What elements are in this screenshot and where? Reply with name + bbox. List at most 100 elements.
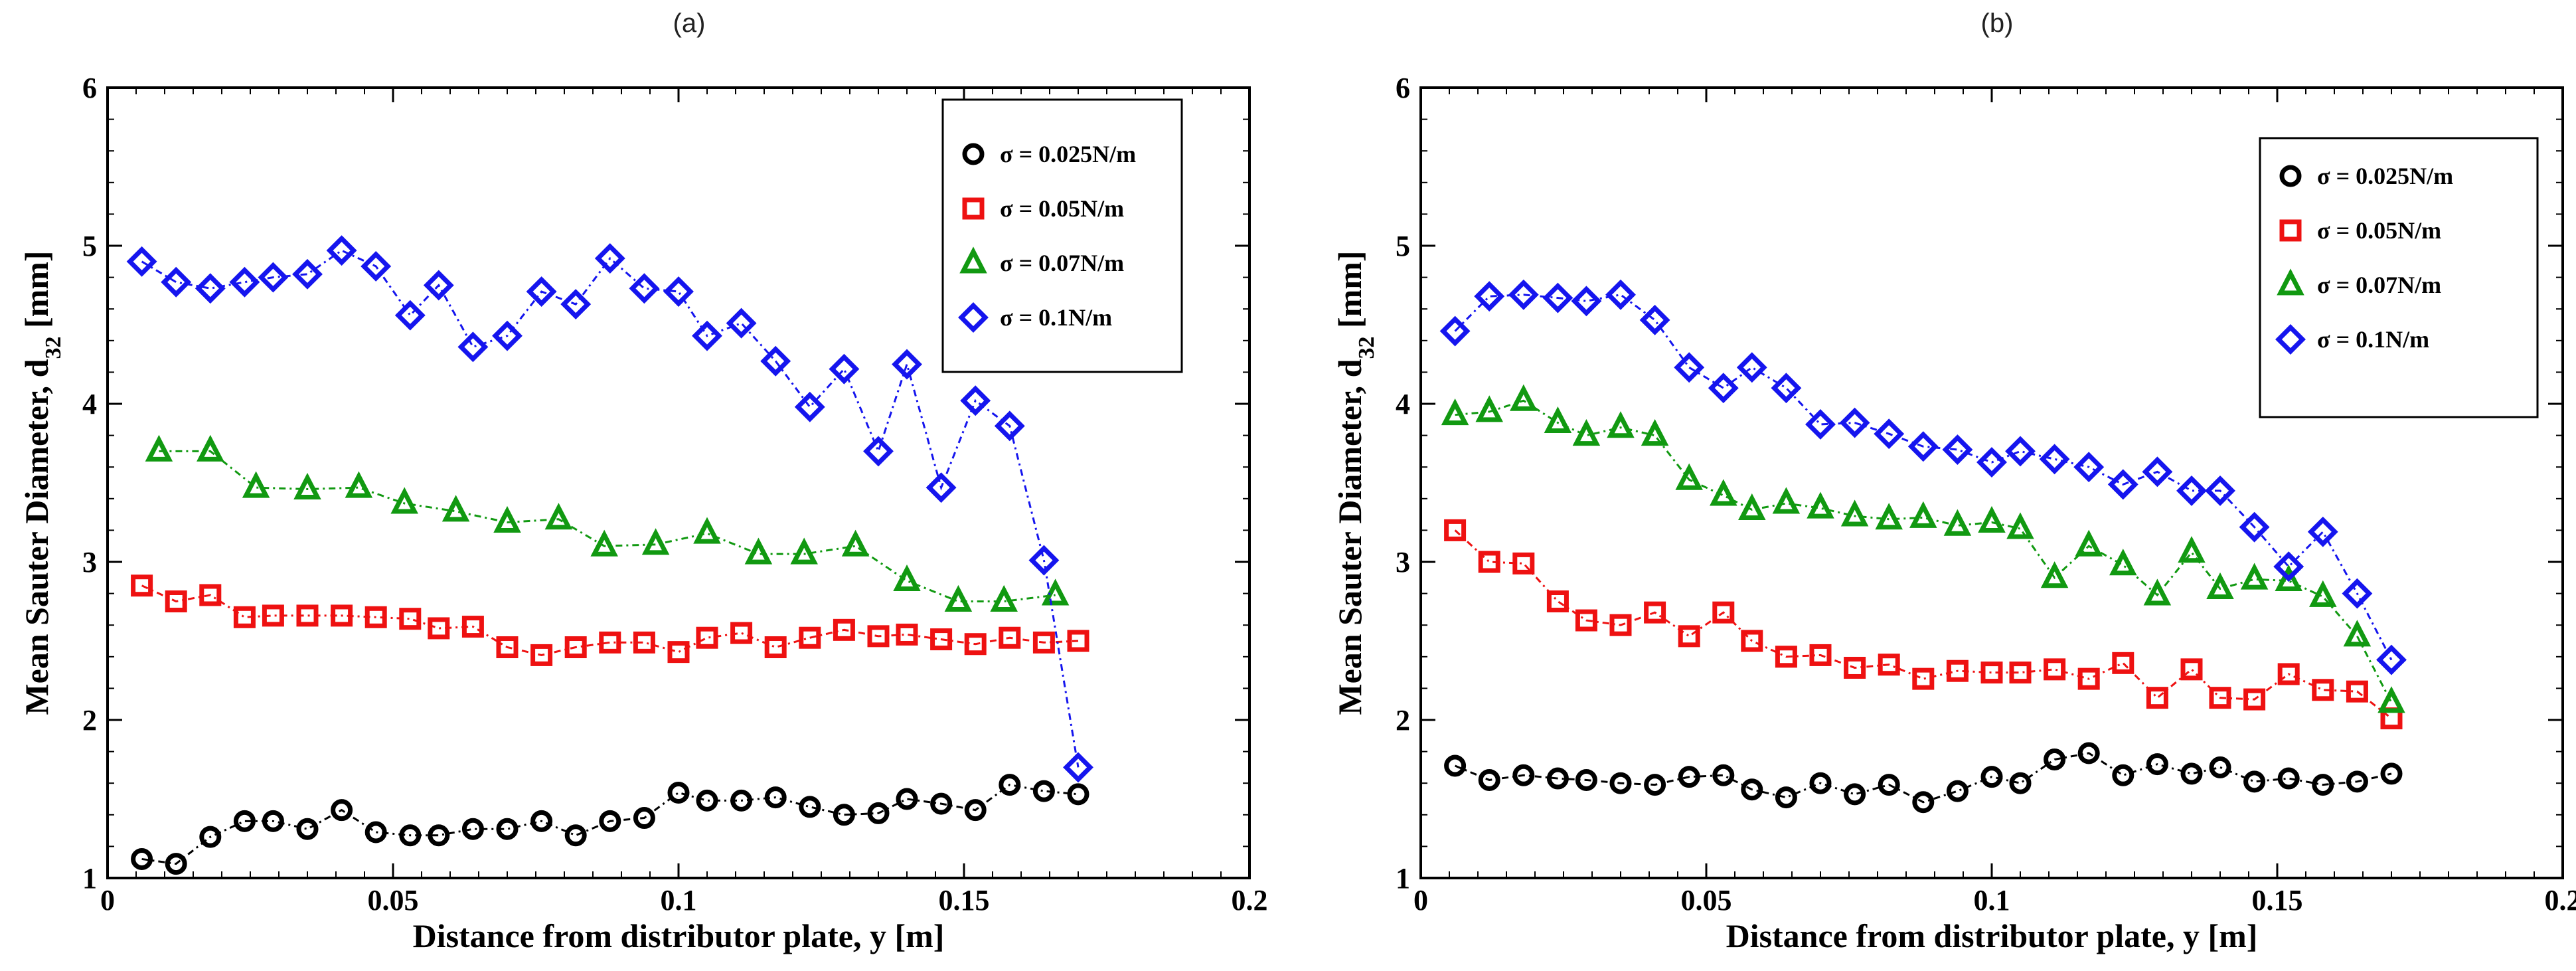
data-point [629, 273, 660, 304]
data-point [331, 604, 353, 627]
data-point [233, 810, 256, 832]
data-point [461, 616, 484, 638]
data-point [2377, 686, 2405, 713]
data-point [2146, 687, 2168, 709]
data-point [896, 623, 918, 646]
data-point [1644, 601, 1666, 624]
data-point [131, 847, 153, 870]
data-point [1575, 768, 1597, 791]
data-point [2240, 563, 2269, 590]
data-point [833, 618, 855, 641]
data-point [496, 636, 519, 659]
data-point [1946, 660, 1969, 682]
data-point [1907, 431, 1939, 462]
data-point [1708, 373, 1739, 404]
data-point [2044, 749, 2066, 770]
legend-entry-label: σ = 0.05N/m [1000, 195, 1124, 222]
x-axis-title-a: Distance from distributor plate, y [m] [413, 917, 945, 954]
data-point [964, 799, 987, 822]
legend-entry-label: σ = 0.05N/m [2317, 217, 2441, 244]
data-point [1805, 408, 1836, 440]
data-point [2176, 475, 2207, 506]
data-point [2009, 662, 2032, 684]
data-point [1875, 503, 1903, 530]
data-point [633, 807, 655, 830]
data-point [1575, 609, 1597, 632]
data-point [994, 410, 1025, 442]
data-point [2142, 456, 2173, 487]
data-point [161, 266, 192, 298]
data-point [1032, 780, 1055, 802]
data-point [633, 631, 655, 654]
chart-panel-b: (b) 0 0.05 0.1 0.15 0.2 1 2 3 4 5 6 Distance from di… [1331, 9, 2576, 954]
data-point [594, 243, 625, 274]
data-point [1609, 614, 1632, 636]
data-point [496, 818, 519, 840]
legend-entry-label: σ = 0.07N/m [1000, 250, 1124, 276]
data-point [1712, 601, 1735, 624]
data-point [1674, 352, 1705, 383]
data-point [1775, 786, 1797, 809]
legend-entry-label: σ = 0.07N/m [2317, 272, 2441, 298]
data-point [390, 487, 418, 514]
data-point [262, 604, 284, 627]
data-point [2073, 452, 2105, 483]
data-point [663, 276, 694, 307]
data-point [1063, 752, 1093, 783]
legend-entry-label: σ = 0.025N/m [2317, 163, 2453, 189]
data-point [2005, 436, 2036, 467]
data-point [893, 564, 921, 592]
data-point [829, 353, 860, 385]
data-point [1712, 764, 1735, 786]
data-point [730, 622, 753, 644]
data-point [1474, 281, 1505, 312]
data-point [258, 262, 289, 293]
y-tick-label: 1 [82, 862, 97, 895]
data-point [1067, 630, 1089, 652]
data-point [1512, 552, 1535, 574]
x-tick-label: 0.2 [2545, 884, 2576, 917]
data-point [1678, 625, 1700, 648]
data-point [2343, 620, 2372, 647]
data-point [867, 802, 890, 824]
data-point [1546, 590, 1569, 612]
data-point [423, 270, 454, 301]
data-point [526, 276, 557, 307]
data-point [2275, 564, 2302, 592]
data-point [799, 796, 821, 818]
y-tick-label: 2 [1396, 704, 1410, 737]
data-point [131, 574, 153, 597]
series-line [141, 783, 1079, 865]
data-point [1510, 384, 1538, 411]
y-tick-label: 5 [1396, 230, 1410, 262]
data-point [692, 320, 722, 351]
data-point [126, 246, 157, 277]
legend-marker [2279, 219, 2302, 242]
legend-entry-label: σ = 0.1N/m [2317, 326, 2429, 353]
data-point [1741, 630, 1763, 652]
data-point [197, 434, 224, 462]
series-b-2 [1444, 519, 2403, 730]
legend-b: σ = 0.025N/m σ = 0.05N/m σ = 0.07N/m σ = 0.… [2259, 137, 2539, 418]
data-point [1942, 434, 1973, 465]
data-point [896, 788, 918, 810]
x-tick-label: 0 [100, 884, 115, 917]
data-point [399, 608, 422, 630]
data-point [530, 810, 553, 832]
data-point [530, 644, 553, 666]
data-point [560, 289, 592, 320]
data-point [345, 471, 373, 498]
data-point [2277, 767, 2300, 790]
data-point [2044, 658, 2066, 681]
data-point [2312, 774, 2334, 796]
data-point [1678, 766, 1700, 788]
y-tick-label: 6 [1396, 72, 1410, 104]
data-point [2040, 561, 2069, 588]
data-point [1844, 783, 1866, 806]
data-point [794, 391, 825, 422]
series-line [1454, 529, 2392, 719]
legend-marker [959, 246, 987, 274]
x-axis-title-b: Distance from distributor plate, y [m] [1726, 917, 2258, 954]
data-point [442, 495, 470, 522]
data-point [1878, 654, 1900, 676]
